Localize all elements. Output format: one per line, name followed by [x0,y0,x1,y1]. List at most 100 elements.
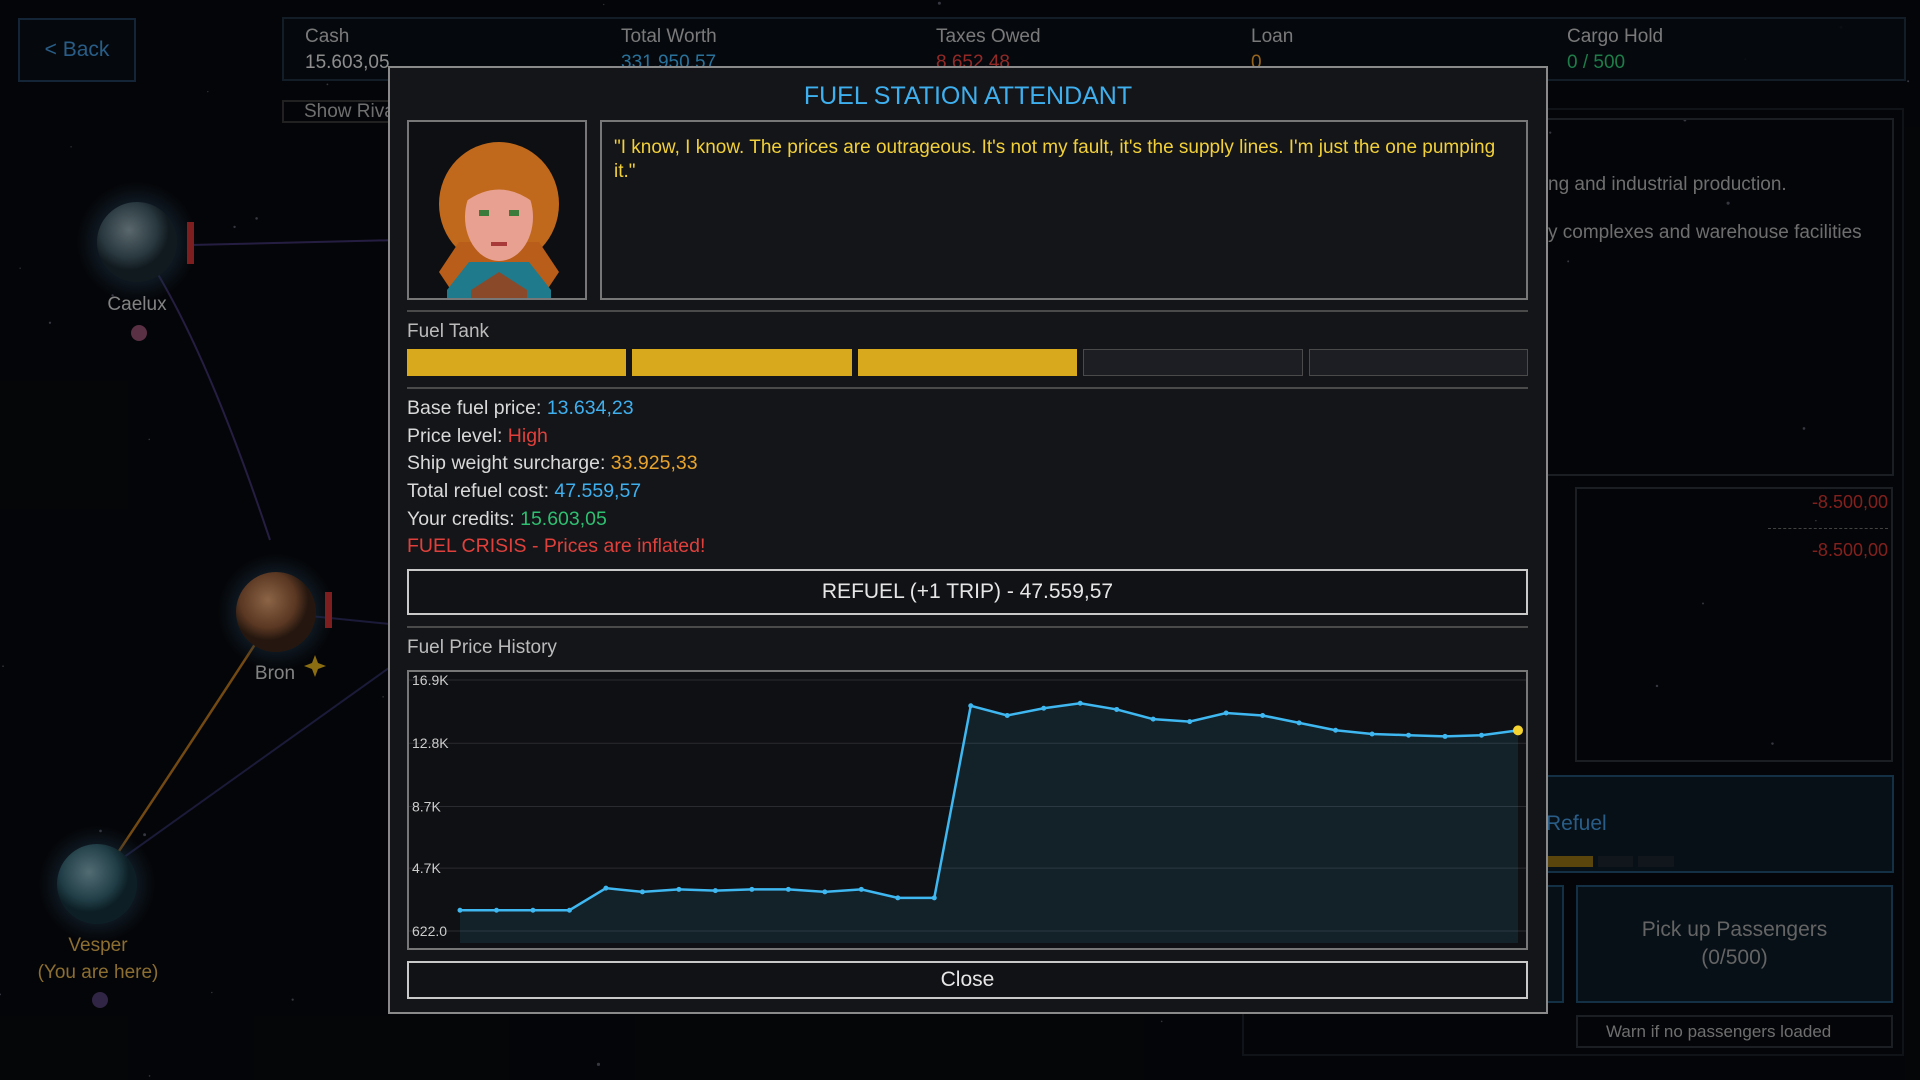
star [233,225,236,229]
info-label: Total refuel cost: [407,480,549,503]
point [639,889,645,895]
point [931,895,937,901]
ship-icon [92,992,108,1008]
star [382,696,384,698]
info-line: Ship weight surcharge: 33.925,33 [407,452,698,475]
y-tick-label: 12.8K [412,735,449,751]
warn-checkbox[interactable]: Warn if no passengers loaded [1576,1015,1893,1048]
star [255,217,258,220]
info-value: 47.559,57 [554,480,642,503]
point [603,885,609,891]
close-button[interactable]: Close [407,961,1528,999]
passengers-count: (0/500) [1701,946,1768,969]
info-label: Price level: [407,424,503,447]
area [460,703,1518,943]
tank-segment-filled [632,349,852,376]
bangs [461,167,537,202]
threat-bar [187,222,194,264]
info-line: Base fuel price: 13.634,23 [407,397,634,420]
separator [407,626,1528,628]
point [457,907,463,913]
point [1223,710,1229,716]
point [712,888,718,894]
star [937,1,941,5]
stat-label: Total Worth [621,26,717,47]
star [211,991,213,994]
point [1369,731,1375,737]
fuel-tank [407,349,1528,376]
point [1187,719,1193,725]
planet-name: Bron [255,663,295,684]
tank-mini [1598,856,1633,867]
eye [509,210,519,216]
description: y complexes and warehouse facilities [1548,222,1862,243]
portrait [407,120,587,300]
point [1406,732,1412,738]
y-tick-label: 16.9K [412,672,449,688]
star [1549,131,1552,134]
stat-value: 0 / 500 [1567,52,1626,73]
star [143,833,147,837]
star [48,321,52,324]
price-chart: 622.0 4.7K 8.7K 12.8K 16.9K [407,670,1528,950]
point [1479,732,1485,738]
stat-value: 15.603,05 [305,52,390,73]
point [785,886,791,892]
point [1150,716,1156,722]
point [676,886,682,892]
star [1655,684,1659,688]
separator [407,387,1528,389]
passengers-label: Pick up Passengers [1641,918,1828,941]
info-line: Total refuel cost: 47.559,57 [407,480,641,503]
amount: -8.500,00 [1811,492,1888,512]
warning: FUEL CRISIS - Prices are inflated! [407,535,706,557]
point [1513,725,1523,736]
star [148,1075,151,1077]
star [1160,1020,1163,1023]
star [70,146,72,148]
star [1907,80,1910,83]
star [596,1062,601,1066]
mouth [491,242,507,246]
info-value: 13.634,23 [546,397,634,419]
y-tick-label: 8.7K [412,798,441,814]
planet[interactable] [57,844,137,924]
info-label: Base fuel price: [407,397,542,419]
point [1041,705,1047,711]
planet-name: Caelux [107,294,167,315]
star [1726,201,1730,205]
route [119,659,401,861]
ship-icon [131,325,147,341]
info-label: Ship weight surcharge: [407,452,606,475]
stat-label: Loan [1251,26,1294,47]
planet[interactable] [97,202,177,282]
info-value: 33.925,33 [610,452,698,475]
line [460,702,1519,912]
info-value: 15.603,05 [520,507,607,530]
point [1333,727,1339,733]
star [19,267,21,269]
face [465,173,533,261]
passengers-button[interactable]: Pick up Passengers (0/500) [1576,885,1893,1003]
stat-label: Cargo Hold [1567,26,1664,47]
tank-segment-filled [407,349,627,376]
point [749,886,755,892]
back-button[interactable]: < Back [18,18,136,82]
point [493,907,499,913]
point [822,889,828,895]
point [968,703,974,709]
star [0,993,1,996]
point [1442,733,1448,739]
fuel-tank-label: Fuel Tank [407,321,490,342]
planet[interactable] [236,572,316,652]
tank-segment-filled [857,349,1078,376]
refuel-button[interactable]: REFUEL (+1 TRIP) - 47.559,57 [407,569,1528,615]
star [291,998,294,1001]
star [207,91,209,93]
shirt [471,272,527,298]
tank-mini [1638,856,1674,867]
description: ng and industrial production. [1548,174,1787,195]
point [1260,712,1266,718]
info-line: Your credits: 15.603,05 [407,508,607,531]
